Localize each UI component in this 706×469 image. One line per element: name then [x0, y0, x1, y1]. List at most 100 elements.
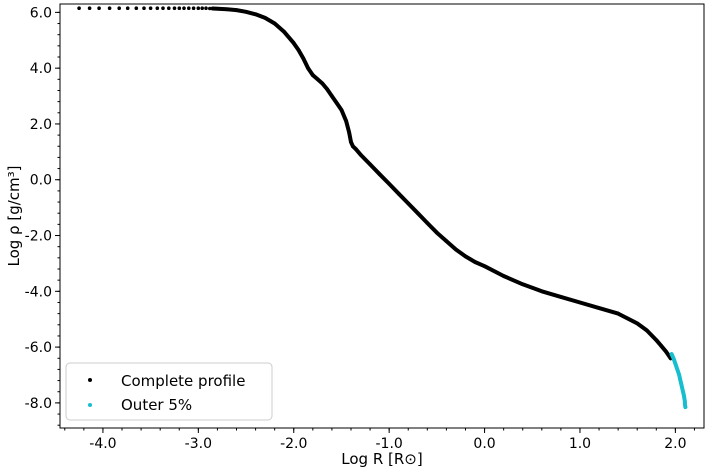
data-point — [683, 405, 688, 409]
data-point — [482, 264, 487, 269]
data-point — [635, 321, 639, 326]
data-point — [396, 191, 401, 196]
data-point — [339, 108, 344, 112]
data-point — [358, 152, 363, 157]
legend: Complete profile Outer 5% — [65, 362, 273, 421]
x-tick-label: 2.0 — [664, 436, 686, 452]
data-point — [225, 7, 229, 12]
y-tick-label: -4.0 — [25, 284, 52, 300]
axis-tick-labels: -4.0 -3.0 -2.0 -1.0 0.0 1.0 2.0 6.0 4.0 2.0 0.0 -2.… — [25, 5, 687, 452]
data-point — [87, 6, 92, 10]
data-point — [680, 385, 684, 390]
profile-curve — [210, 6, 673, 361]
data-point — [454, 247, 458, 252]
data-point — [191, 6, 196, 10]
data-point — [234, 8, 239, 12]
y-tick-label: 0.0 — [30, 173, 52, 189]
data-point — [177, 6, 182, 10]
data-point — [681, 389, 685, 394]
axis-ticks — [55, 11, 695, 433]
x-tick-label: -2.0 — [280, 436, 307, 452]
data-point — [344, 119, 349, 123]
data-point — [320, 81, 325, 86]
data-point — [406, 201, 411, 206]
series-1 — [669, 352, 688, 410]
data-point — [282, 30, 287, 34]
data-point — [682, 396, 687, 401]
data-point — [167, 6, 171, 10]
data-point — [291, 41, 296, 45]
data-point — [354, 147, 358, 151]
data-point — [671, 356, 676, 361]
legend-label-complete-profile: Complete profile — [121, 372, 245, 390]
data-point — [677, 373, 681, 377]
legend-marker-outer-5 — [88, 403, 92, 407]
plot-frame — [59, 3, 705, 429]
data-point — [142, 6, 146, 10]
data-point — [347, 130, 351, 135]
data-point — [659, 343, 663, 348]
data-point — [311, 73, 315, 77]
data-point — [161, 6, 165, 10]
x-tick-label: -4.0 — [89, 436, 116, 452]
data-point — [253, 12, 258, 17]
y-tick-label: 6.0 — [30, 5, 52, 21]
data-point — [683, 399, 687, 404]
series-0 — [77, 6, 673, 361]
data-point — [540, 289, 544, 294]
data-point — [377, 172, 382, 176]
data-point — [306, 66, 310, 70]
data-point — [272, 21, 277, 26]
x-tick-label: -1.0 — [375, 436, 402, 452]
data-point — [435, 230, 439, 235]
data-point — [263, 16, 267, 20]
data-point — [296, 48, 301, 52]
data-point — [208, 6, 212, 11]
data-point — [597, 306, 601, 310]
data-point — [215, 6, 220, 11]
data-point — [654, 338, 659, 342]
data-point — [196, 6, 201, 10]
y-tick-label: 4.0 — [30, 61, 52, 77]
data-point — [301, 56, 306, 61]
data-point — [77, 6, 81, 10]
data-point — [559, 295, 563, 299]
data-point — [444, 239, 449, 243]
data-point — [351, 144, 355, 149]
data-point — [200, 6, 204, 10]
data-point — [578, 300, 582, 305]
data-point — [675, 367, 680, 372]
x-tick-label: 1.0 — [569, 436, 591, 452]
legend-marker-complete-profile — [88, 378, 92, 382]
data-point — [244, 10, 248, 14]
data-point — [679, 381, 683, 386]
data-point — [664, 349, 668, 354]
data-point — [155, 6, 160, 10]
x-tick-label: 0.0 — [473, 436, 495, 452]
y-axis-label: Log ρ [g/cm³] — [5, 165, 23, 266]
data-point — [678, 377, 682, 382]
data-point — [210, 6, 215, 11]
data-point — [616, 311, 620, 316]
data-point — [134, 6, 139, 10]
data-point — [334, 101, 339, 105]
data-point — [182, 6, 186, 10]
data-point — [315, 77, 320, 82]
y-tick-label: -6.0 — [25, 340, 52, 356]
data-point — [349, 140, 353, 144]
data-point — [645, 328, 649, 333]
data-point — [387, 182, 392, 186]
data-point — [669, 352, 674, 356]
legend-box — [65, 362, 273, 421]
data-point — [148, 6, 153, 10]
data-point — [425, 221, 430, 225]
data-point — [501, 274, 506, 278]
data-points — [77, 6, 688, 410]
x-tick-label: -3.0 — [185, 436, 212, 452]
data-point — [204, 6, 208, 10]
data-point — [463, 254, 468, 259]
data-point — [117, 6, 121, 10]
data-point — [107, 6, 112, 10]
data-point — [125, 6, 130, 10]
